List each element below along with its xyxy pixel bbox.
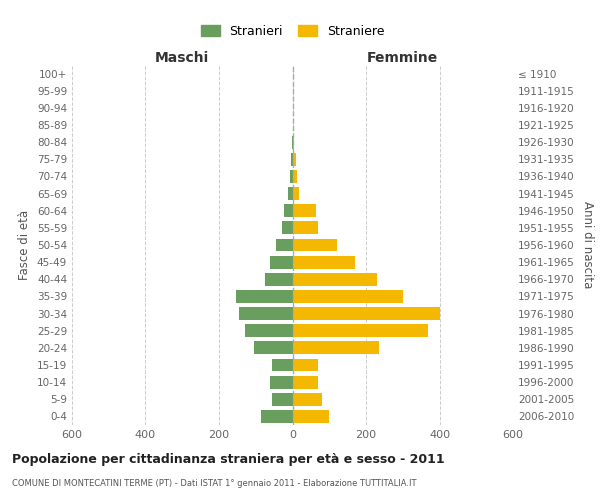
- Bar: [290, 170, 293, 183]
- Bar: [293, 187, 299, 200]
- Legend: Stranieri, Straniere: Stranieri, Straniere: [197, 21, 388, 42]
- Bar: [272, 393, 293, 406]
- Bar: [236, 290, 293, 303]
- Bar: [245, 324, 293, 337]
- Bar: [293, 222, 318, 234]
- Text: Popolazione per cittadinanza straniera per età e sesso - 2011: Popolazione per cittadinanza straniera p…: [12, 452, 445, 466]
- Bar: [293, 307, 439, 320]
- Bar: [293, 358, 318, 372]
- Y-axis label: Fasce di età: Fasce di età: [19, 210, 31, 280]
- Bar: [293, 170, 297, 183]
- Bar: [239, 307, 293, 320]
- Bar: [293, 204, 316, 217]
- Text: COMUNE DI MONTECATINI TERME (PT) - Dati ISTAT 1° gennaio 2011 - Elaborazione TUT: COMUNE DI MONTECATINI TERME (PT) - Dati …: [12, 479, 416, 488]
- Bar: [254, 342, 293, 354]
- Bar: [293, 153, 296, 166]
- Bar: [284, 204, 293, 217]
- Bar: [261, 410, 293, 423]
- Bar: [293, 273, 377, 285]
- Bar: [293, 393, 322, 406]
- Bar: [293, 136, 295, 148]
- Bar: [290, 153, 293, 166]
- Bar: [271, 376, 293, 388]
- Bar: [292, 136, 293, 148]
- Bar: [293, 290, 403, 303]
- Bar: [272, 358, 293, 372]
- Bar: [293, 324, 428, 337]
- Bar: [293, 342, 379, 354]
- Bar: [271, 256, 293, 268]
- Bar: [293, 376, 318, 388]
- Bar: [293, 410, 329, 423]
- Text: Maschi: Maschi: [155, 51, 209, 65]
- Bar: [293, 238, 337, 252]
- Bar: [265, 273, 293, 285]
- Bar: [293, 256, 355, 268]
- Bar: [276, 238, 293, 252]
- Y-axis label: Anni di nascita: Anni di nascita: [581, 202, 594, 288]
- Bar: [288, 187, 293, 200]
- Text: Femmine: Femmine: [367, 51, 439, 65]
- Bar: [282, 222, 293, 234]
